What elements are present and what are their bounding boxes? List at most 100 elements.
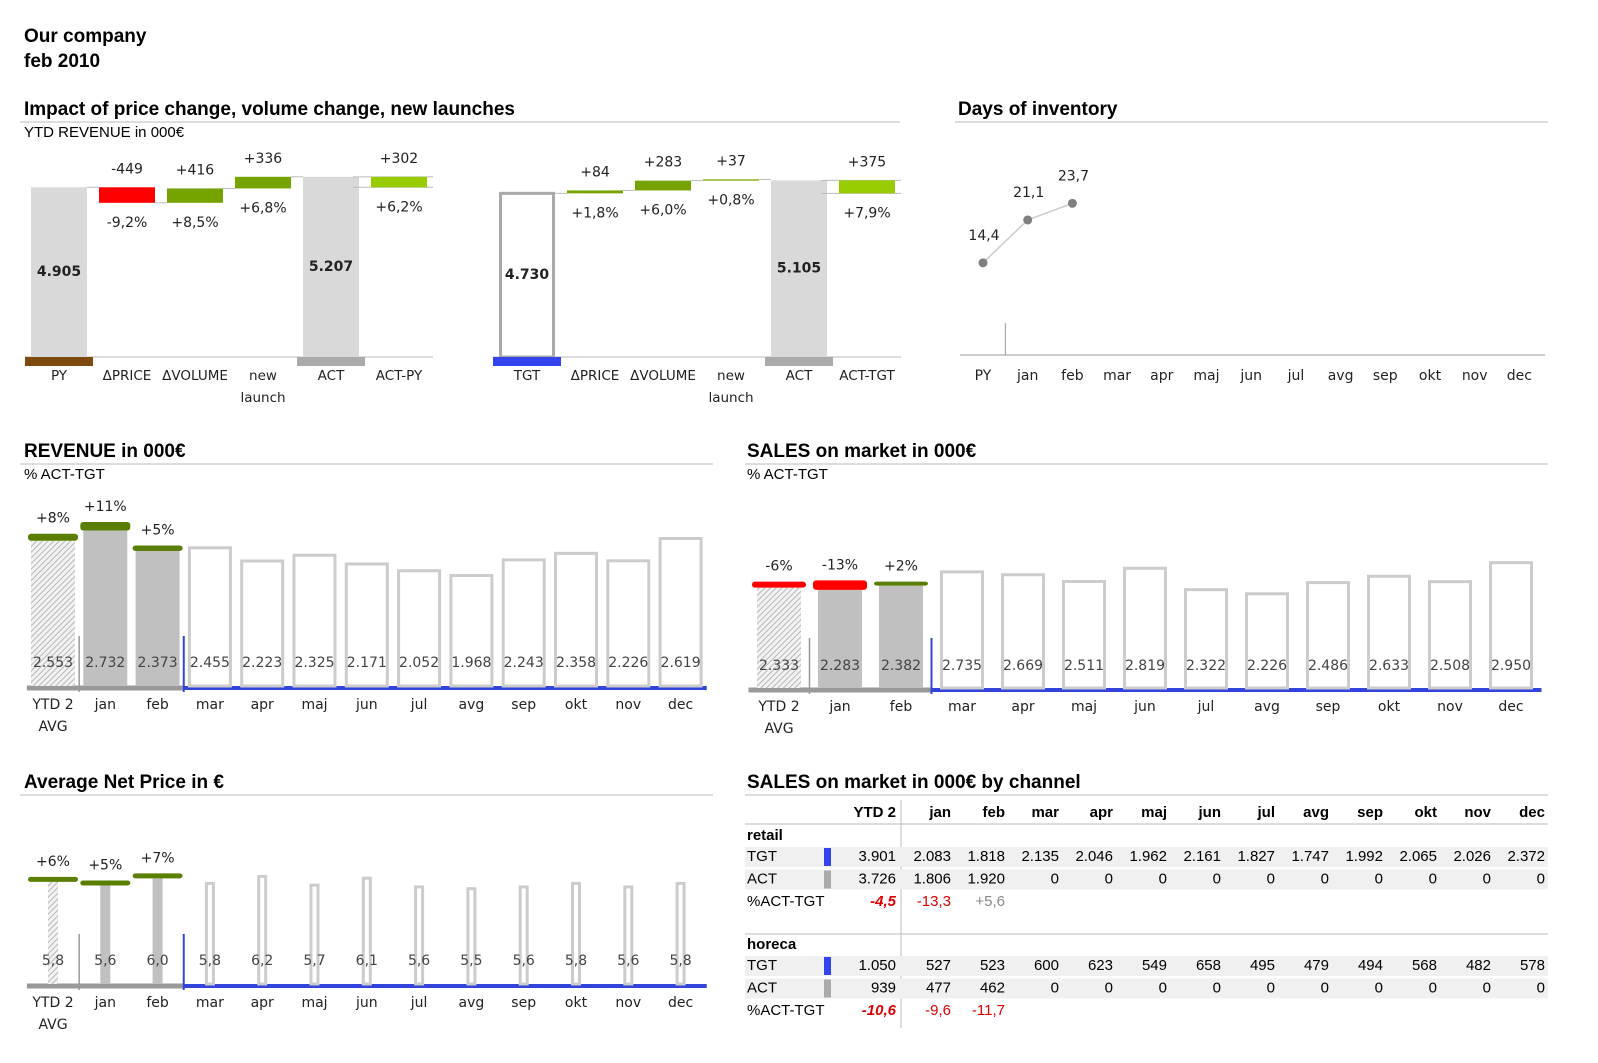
cell: 2.161: [1183, 848, 1221, 865]
cell: -13,3: [917, 893, 951, 910]
percent-label: +8,5%: [171, 215, 218, 231]
row-label: ACT: [747, 979, 777, 996]
category-label: jul: [1197, 699, 1215, 715]
value-label: 5,6: [617, 953, 639, 969]
category-label: avg: [458, 697, 485, 713]
category-label: mar: [195, 995, 224, 1011]
section-title: REVENUE in 000€: [24, 441, 186, 462]
base-strip: [297, 357, 365, 366]
category-label: dec: [667, 995, 694, 1011]
category-label: jan: [94, 697, 116, 713]
category-label: dec: [1498, 699, 1524, 715]
column-header: YTD 2: [853, 804, 896, 821]
category-label: sep: [1315, 699, 1341, 715]
category-label-box: nov: [1437, 699, 1463, 715]
value-label: 5.207: [309, 259, 353, 275]
percent-label: +6,8%: [239, 200, 286, 216]
value-label: +375: [848, 154, 886, 170]
bar: [31, 540, 75, 686]
category-label: maj: [1193, 368, 1220, 384]
cell: 0: [1267, 979, 1275, 996]
value-label: 4.905: [37, 264, 81, 280]
category-label-box: feb: [146, 697, 168, 713]
section-title: Impact of price change, volume change, n…: [24, 99, 515, 120]
category-label: ACT: [785, 368, 813, 384]
cell: 0: [1051, 979, 1059, 996]
bar: [818, 589, 862, 688]
category-label-box: maj: [1070, 699, 1098, 715]
cell: 623: [1088, 957, 1113, 974]
category-label-box: apr: [1011, 699, 1034, 715]
value-label: 2.171: [347, 655, 387, 671]
category-label: ACT-PY: [375, 368, 423, 384]
column-header: avg: [1303, 804, 1329, 821]
category-label: new launch: [708, 368, 754, 406]
cell: 527: [926, 957, 951, 974]
category-label-box: jun: [356, 697, 378, 713]
row-label: TGT: [747, 848, 777, 865]
row-marker: [824, 870, 831, 889]
base-strip: [493, 357, 561, 366]
category-label-box: jun: [356, 995, 378, 1011]
category-label: sep: [511, 995, 537, 1011]
category-label: ΔPRICE: [570, 368, 620, 384]
bar: [257, 874, 268, 986]
category-label-box: dec: [668, 697, 693, 713]
variance-cap: [752, 581, 806, 588]
value-label: 5,8: [565, 953, 587, 969]
bar: [152, 878, 163, 984]
cell: 2.135: [1021, 848, 1059, 865]
category-label: feb: [889, 699, 913, 715]
category-label-box: okt: [565, 697, 587, 713]
category-label: nov: [615, 697, 642, 713]
category-label-box: nov: [615, 995, 641, 1011]
bar: [303, 176, 359, 357]
category-label: feb: [1061, 368, 1084, 384]
value-label: 2.511: [1064, 658, 1104, 674]
category-label: sep: [1372, 368, 1398, 384]
category-label-box: new launch: [240, 368, 285, 406]
value-label: 6,0: [146, 953, 168, 969]
cell: -10,6: [862, 1002, 897, 1019]
group-name: horeca: [747, 936, 797, 953]
bar: [1123, 566, 1167, 690]
company: Our company: [24, 26, 147, 47]
category-label-box: okt: [1419, 368, 1441, 384]
category-label-box: TGT: [514, 368, 540, 384]
value-label: 2.735: [942, 658, 982, 674]
cell: 494: [1358, 957, 1383, 974]
bar: [839, 180, 895, 194]
category-label-box: new launch: [708, 368, 754, 406]
cell: 495: [1250, 957, 1275, 974]
row-marker: [824, 848, 831, 866]
column-header: dec: [1519, 804, 1545, 821]
variance-label: +11%: [84, 499, 127, 515]
value-label: 4.730: [505, 267, 550, 283]
category-label-box: apr: [251, 995, 274, 1011]
cell: 600: [1034, 957, 1059, 974]
bar: [309, 883, 320, 986]
category-label-box: maj: [301, 697, 327, 713]
category-label-box: PY: [51, 368, 67, 384]
category-label: jan: [94, 995, 116, 1011]
cell: 1.050: [858, 957, 896, 974]
value-label: 2.950: [1491, 658, 1531, 674]
category-label: maj: [301, 995, 328, 1011]
cell: 1.827: [1237, 848, 1275, 865]
category-label-box: dec: [1506, 368, 1532, 384]
variance-label: +8%: [36, 511, 70, 527]
category-label-box: YTD 2 AVG: [758, 699, 800, 737]
variance-label: -13%: [822, 557, 858, 573]
category-label: maj: [1070, 699, 1098, 715]
value-label: 5,5: [460, 953, 482, 969]
category-label: YTD 2 AVG: [758, 699, 800, 737]
category-label: avg: [458, 995, 485, 1011]
row-background: [745, 869, 1548, 890]
cell: 0: [1375, 870, 1383, 887]
category-label-box: avg: [1328, 368, 1354, 384]
category-label-box: ACT-TGT: [839, 368, 895, 384]
cell: 2.065: [1399, 848, 1437, 865]
cell: 1.818: [967, 848, 1005, 865]
category-label: dec: [1506, 368, 1532, 384]
category-label-box: jan: [94, 697, 116, 713]
